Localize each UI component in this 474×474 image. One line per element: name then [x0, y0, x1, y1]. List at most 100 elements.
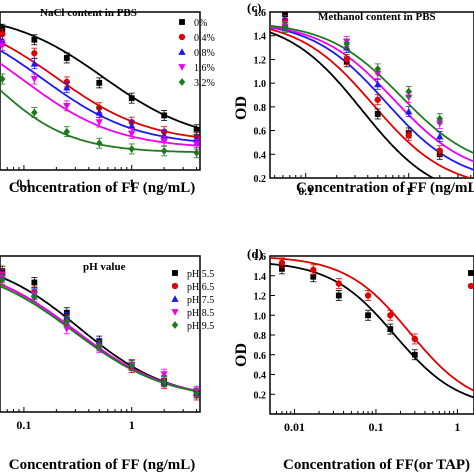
fit-curve	[270, 263, 474, 399]
data-points	[278, 257, 418, 361]
y-tick-label: 0.8	[254, 103, 267, 114]
legend-label: 3.2%	[194, 78, 215, 89]
x-axis-label: Concentration of FF(or TAP) (	[283, 457, 474, 473]
y-tick-label: 1.0	[254, 79, 267, 90]
legend-marker	[467, 282, 474, 290]
data-point	[63, 317, 71, 326]
plot-frame	[269, 11, 474, 179]
data-point	[278, 259, 286, 267]
x-tick-label: 0.1	[298, 184, 313, 198]
y-tick-label: 0.4	[254, 371, 267, 382]
data-point	[161, 112, 168, 119]
y-tick-label: 0.6	[254, 127, 267, 138]
fit-curve	[0, 49, 200, 143]
y-tick-label: 0.2	[254, 390, 267, 401]
legend-label: pH 9.5	[187, 321, 214, 332]
plot-frame	[0, 255, 201, 413]
data-point	[405, 87, 412, 96]
legend-marker	[171, 295, 179, 302]
fit-curve	[270, 31, 435, 178]
legend-marker	[178, 33, 186, 41]
data-point	[0, 42, 6, 50]
legend-label: pH 8.5	[187, 308, 214, 319]
data-point	[128, 95, 135, 102]
data-point	[436, 114, 444, 123]
data-point	[335, 292, 342, 299]
y-axis-label: OD	[233, 96, 250, 120]
data-point	[128, 361, 135, 370]
legend-marker	[172, 270, 178, 276]
data-point	[128, 130, 136, 138]
data-point	[31, 36, 38, 43]
y-tick-label: 0.8	[254, 331, 267, 342]
data-point	[63, 83, 71, 91]
data-point	[95, 108, 103, 116]
data-point	[436, 132, 444, 140]
y-tick-label: 1.2	[254, 55, 267, 66]
y-tick-label: 1.4	[254, 272, 267, 283]
y-tick-label: 0.4	[254, 150, 267, 161]
y-tick-label: 1.0	[254, 311, 267, 322]
data-point	[192, 141, 200, 148]
data-point	[387, 312, 394, 319]
fit-curves	[270, 24, 474, 178]
data-point	[343, 40, 350, 48]
data-point	[63, 127, 71, 136]
legend-label: 0.4%	[194, 33, 215, 44]
x-axis-ticks: 0.1 1	[0, 165, 198, 190]
legend: 0% 0.4% 0.8% 1.6% 3.2%	[178, 18, 215, 89]
data-point	[374, 111, 381, 117]
panel-letter: (d)	[247, 246, 263, 261]
legend-label: 0.8%	[194, 48, 215, 59]
panel-nacl-chart: 0.1 1 NaCl content in PBS Concentration o…	[0, 7, 215, 196]
plot-frame	[0, 11, 201, 171]
panel-ph-chart: 0.1 1 pH value Concentration of FF (ng/mL…	[0, 255, 214, 473]
y-tick-label: 1.4	[254, 32, 267, 43]
legend-marker	[179, 19, 185, 25]
panel-methanol-chart: 0.1 1 0.20.40.60.81.01.21.41.6 (c) Methan…	[233, 0, 474, 198]
data-point	[343, 56, 350, 63]
legend-label: pH 6.5	[187, 282, 214, 293]
x-tick-label: 1	[406, 184, 412, 198]
data-point	[374, 96, 381, 103]
fit-curve	[270, 28, 473, 178]
legend-label: pH 5.5	[187, 269, 214, 280]
legend-marker	[171, 321, 179, 329]
y-axis-ticks: 0.2 0.4 0.6 0.8 1.0 1.2 1.4 1.6	[254, 252, 275, 401]
data-point	[405, 107, 413, 115]
data-point	[436, 147, 443, 154]
panel-title: NaCl content in PBS	[40, 7, 137, 19]
data-points	[0, 23, 200, 159]
data-point	[30, 76, 38, 83]
y-tick-label: 1.6	[254, 8, 267, 19]
y-tick-label: 1.6	[254, 252, 267, 263]
data-point	[374, 65, 381, 73]
x-axis-label: Concentration of FF (ng/mL)	[9, 180, 196, 196]
fit-curve	[270, 24, 474, 155]
fit-curves	[0, 275, 200, 393]
data-point	[96, 139, 103, 148]
data-point	[31, 50, 38, 57]
data-point	[95, 119, 103, 126]
legend-label: pH 7.5	[187, 295, 214, 306]
x-axis-ticks: 0.1 1	[0, 407, 198, 432]
y-axis-label: OD	[233, 343, 250, 367]
fit-curve	[270, 26, 474, 163]
data-point	[411, 351, 418, 358]
x-tick-label: 0.1	[368, 420, 383, 434]
data-point	[160, 147, 168, 155]
data-point	[193, 389, 200, 397]
data-point	[281, 23, 289, 32]
legend	[467, 270, 474, 290]
data-point	[30, 59, 38, 67]
panel-letter: (c)	[247, 0, 261, 15]
data-point	[374, 80, 382, 88]
y-tick-label: 0.6	[254, 351, 267, 362]
data-point	[160, 138, 168, 146]
data-point	[387, 326, 394, 332]
data-point	[96, 341, 103, 350]
data-point	[96, 79, 103, 86]
legend-marker	[178, 78, 186, 86]
data-point	[31, 279, 38, 286]
